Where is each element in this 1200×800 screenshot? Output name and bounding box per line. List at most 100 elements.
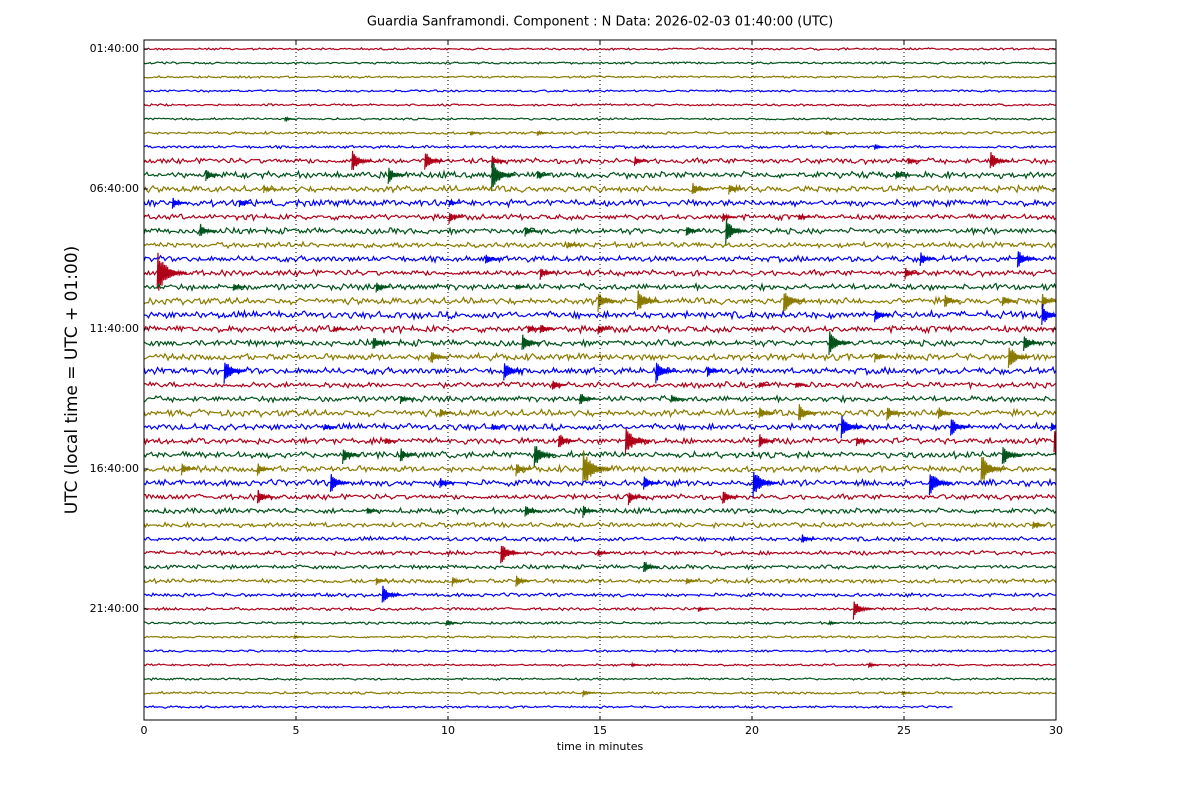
trace [143, 394, 1057, 404]
seismic-event [399, 448, 417, 462]
trace [143, 577, 1057, 585]
y-tick-label: 11:40:00 [90, 322, 139, 335]
seismic-event [223, 362, 247, 384]
seismic-event [919, 252, 937, 266]
seismic-event [874, 310, 891, 323]
seismic-event [627, 492, 645, 506]
seismic-event [1001, 447, 1023, 464]
seismic-event [399, 395, 414, 405]
seismic-event [582, 450, 613, 484]
seismic-event [907, 157, 922, 165]
seismic-event [855, 437, 871, 447]
seismic-event [329, 474, 350, 492]
seismic-event [284, 116, 296, 123]
seismic-event [874, 353, 889, 363]
seismic-event [180, 463, 197, 476]
seismic-event [491, 161, 517, 192]
trace [143, 351, 1057, 363]
seismic-event [901, 690, 913, 697]
trace [143, 212, 1057, 222]
seismic-event [381, 585, 401, 603]
y-tick-label: 06:40:00 [90, 182, 139, 195]
seismic-event [801, 534, 816, 543]
seismic-event [728, 185, 744, 195]
seismic-event [685, 578, 699, 585]
trace [143, 620, 1057, 626]
seismic-event [630, 661, 642, 668]
seismic-event [1041, 304, 1056, 325]
seismic-event [536, 170, 552, 179]
seismic-event [1050, 422, 1057, 432]
x-tick-label: 25 [897, 724, 911, 737]
seismic-event [536, 129, 548, 137]
seismic-event [691, 183, 709, 195]
seismic-event [886, 407, 904, 421]
trace [143, 435, 1057, 447]
y-tick-label: 01:40:00 [90, 42, 139, 55]
seismic-event [722, 213, 737, 222]
seismic-event [725, 218, 748, 245]
seismic-event [232, 283, 247, 291]
y-tick-label: 16:40:00 [90, 462, 139, 475]
seismic-event [424, 153, 444, 170]
seismic-event [375, 282, 391, 293]
trace [143, 704, 953, 709]
seismic-event [795, 382, 808, 389]
seismic-event [515, 464, 533, 477]
seismic-event [1032, 521, 1047, 529]
seismic-event [636, 290, 660, 310]
seismic-event [928, 474, 954, 496]
seismic-event [670, 394, 685, 403]
seismic-event [597, 549, 611, 557]
trace [143, 60, 1057, 66]
seismic-event [491, 423, 504, 431]
seismic-event [697, 606, 709, 613]
seismic-event [387, 167, 407, 184]
seismic-event [551, 380, 568, 390]
x-tick-label: 20 [745, 724, 759, 737]
seismic-event [484, 254, 501, 264]
seismic-event [1053, 431, 1057, 454]
seismic-event [439, 478, 455, 489]
seismic-event [256, 489, 274, 504]
seismic-event [521, 334, 542, 350]
seismic-event [825, 129, 836, 136]
seismic-event [375, 577, 389, 586]
x-tick-label: 30 [1049, 724, 1063, 737]
trace [143, 226, 1057, 237]
seismic-event [798, 214, 811, 221]
seismic-event [171, 197, 188, 209]
seismic-event [199, 223, 217, 237]
seismic-event [989, 152, 1010, 169]
seismic-event [372, 337, 390, 349]
y-tick-label: 21:40:00 [90, 602, 139, 615]
seismic-event [937, 407, 954, 419]
seismic-event [868, 661, 880, 668]
seismic-event [205, 170, 221, 181]
seismic-event [469, 130, 481, 137]
plot-area [143, 46, 1057, 709]
seismic-event [685, 227, 701, 236]
seismic-event [366, 507, 380, 515]
seismic-event [874, 143, 886, 150]
seismic-event [758, 407, 776, 419]
seismic-event [503, 363, 524, 381]
seismic-event [582, 505, 598, 518]
seismic-event [439, 408, 453, 418]
seismic-event [579, 394, 597, 405]
seismic-event [1007, 347, 1031, 368]
seismic-event [384, 438, 398, 445]
seismic-event [1023, 336, 1042, 351]
seismic-event [539, 324, 555, 334]
seismic-event [533, 446, 557, 468]
seismic-event [263, 185, 276, 194]
plot-frame [143, 39, 1057, 721]
seismic-event [567, 242, 580, 249]
seismic-event [1016, 251, 1038, 268]
x-tick-label: 15 [593, 724, 607, 737]
seismic-event [706, 366, 723, 377]
seismic-event [156, 252, 188, 291]
x-tick-label: 10 [441, 724, 455, 737]
seismic-event [828, 331, 851, 356]
seismic-event [758, 381, 772, 389]
